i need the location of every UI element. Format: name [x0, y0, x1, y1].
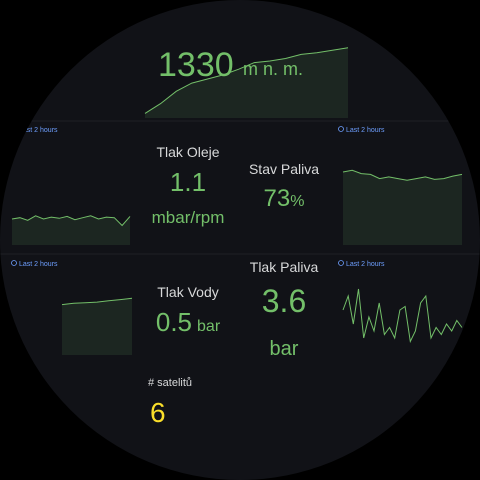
stat-title: Tlak Oleje	[156, 144, 219, 160]
stat-title: Tlak Paliva	[250, 259, 319, 275]
trend-line	[144, 47, 349, 114]
clock-icon	[338, 260, 344, 266]
time-range: Last 2 hours	[19, 127, 58, 134]
stat-value: 0.5	[156, 307, 192, 337]
trend-area	[12, 215, 130, 245]
stat-title: # satelitů	[148, 377, 192, 389]
stat-value: 6	[150, 397, 166, 428]
clock-icon	[11, 126, 17, 132]
altitude-value: 1330	[158, 46, 234, 84]
stat-unit: bar	[197, 318, 221, 335]
time-range: Last 2 hours	[19, 261, 58, 268]
stat-unit: mbar/rpm	[152, 208, 225, 227]
stat-title: Stav Paliva	[249, 161, 319, 177]
stat-value: 3.6	[262, 283, 306, 319]
stat-unit: bar	[270, 338, 299, 360]
trend-line	[342, 169, 463, 181]
trend-area	[343, 170, 462, 245]
altitude-unit: m n. m.	[243, 59, 303, 79]
time-range: Last 2 hours	[346, 127, 385, 134]
stat-title: Tlak Vody	[157, 284, 218, 300]
stat-display: 0.5 bar	[156, 307, 221, 337]
trend-area	[62, 298, 132, 355]
trend-line	[61, 297, 133, 306]
time-range: Last 2 hours	[346, 261, 385, 268]
stat-display: 73%	[264, 185, 305, 212]
sparklines: Last 2 hours Last 2 hours Last 2 hours Last…	[11, 47, 463, 355]
clock-icon	[11, 260, 17, 266]
stat-unit: %	[290, 193, 304, 210]
stat-value: 73	[264, 185, 291, 212]
trend-area	[145, 47, 348, 118]
trend-line	[342, 288, 463, 344]
clock-icon	[338, 126, 344, 132]
stat-value: 1.1	[170, 167, 206, 197]
trend-line	[11, 215, 131, 227]
